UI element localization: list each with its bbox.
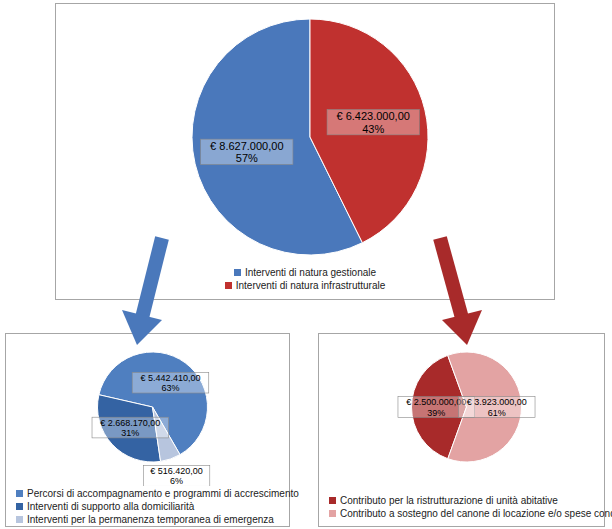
svg-text:6%: 6% — [170, 476, 183, 486]
svg-text:43%: 43% — [362, 123, 384, 135]
html-text:Interventi per la permanenza t: Interventi per la permanenza temporanea … — [27, 514, 274, 525]
svg-text:€ 8.627.000,00: € 8.627.000,00 — [210, 140, 283, 152]
svg-text:61%: 61% — [488, 408, 506, 418]
svg-text:63%: 63% — [161, 383, 179, 393]
svg-text:€ 5.442.410,00: € 5.442.410,00 — [140, 373, 200, 383]
svg-text:€ 6.423.000,00: € 6.423.000,00 — [336, 110, 409, 122]
html-text:Interventi di supporto alla do: Interventi di supporto alla domiciliarit… — [27, 501, 195, 512]
svg-text:€ 516.420,00: € 516.420,00 — [150, 466, 203, 476]
svg-text:€ 2.500.000,00: € 2.500.000,00 — [406, 397, 466, 407]
html-text:Interventi di natura gestional: Interventi di natura gestionale — [244, 267, 377, 278]
svg-text:€ 3.923.000,00: € 3.923.000,00 — [467, 397, 527, 407]
svg-text:€ 2.668.170,00: € 2.668.170,00 — [100, 418, 160, 428]
html-text:Interventi di natura infrastru: Interventi di natura infrastrutturale — [235, 280, 386, 291]
svg-text:31%: 31% — [121, 428, 139, 438]
svg-text:39%: 39% — [427, 408, 445, 418]
svg-text:57%: 57% — [236, 152, 258, 164]
html-text:Percorsi di accompagnamento e: Percorsi di accompagnamento e programmi … — [27, 488, 299, 499]
html-text:Contributo per la ristrutturaz: Contributo per la ristrutturazione di un… — [340, 495, 558, 506]
